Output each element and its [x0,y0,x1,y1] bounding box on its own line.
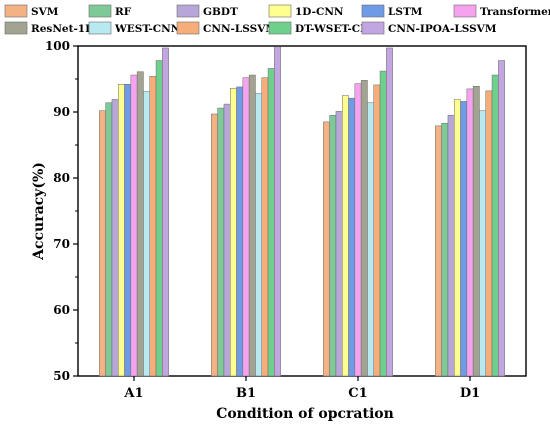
bar-svm-c1 [323,121,330,377]
bar-transformer-c1 [354,83,362,377]
bar-cnn-ipoa-lssvm-b1 [274,46,281,377]
y-tick-label: 50 [53,369,70,383]
bar-cnn-ipoa-lssvm-c1 [386,47,393,377]
bar-dt-wset-cnn-a1 [155,60,163,377]
bar-dt-wset-cnn-c1 [379,70,387,377]
x-tick-label: B1 [236,386,256,401]
bar-gbdt-d1 [447,115,455,377]
legend-swatch [176,21,200,35]
bar-lstm-a1 [124,84,132,377]
legend-label: DT-WSET-CNN [295,23,380,35]
legend-swatch [4,4,28,18]
y-tick-label: 70 [53,237,70,251]
bar-gbdt-c1 [335,111,343,377]
bar-1d-cnn-a1 [118,84,125,377]
bar-rf-b1 [217,107,225,377]
bar-gbdt-b1 [223,103,231,377]
bar-west-cnn-a1 [143,91,150,377]
bar-resnet-1d-b1 [248,74,256,377]
x-tick-label: D1 [460,386,480,401]
legend-swatch [88,4,112,18]
legend-swatch [453,4,477,18]
bar-gbdt-a1 [111,99,119,377]
bar-transformer-a1 [130,74,138,377]
bar-resnet-1d-d1 [472,86,480,377]
bar-cnn-lssvm-c1 [373,84,381,377]
legend-label: GBDT [203,6,238,18]
bar-1d-cnn-c1 [342,95,349,377]
bar-transformer-b1 [242,77,250,377]
legend-label: CNN-LSSVM [203,23,277,35]
legend-label: RF [115,6,132,18]
bar-cnn-lssvm-a1 [149,76,157,377]
legend-swatch [361,21,385,35]
bar-dt-wset-cnn-b1 [267,68,275,377]
bar-lstm-d1 [460,101,468,377]
bar-svm-d1 [435,125,442,377]
legend-swatch [4,21,28,35]
legend-label: WEST-CNN [114,23,181,35]
legend-label: CNN-IPOA-LSSVM [388,23,497,35]
x-tick-label: A1 [123,386,143,401]
legend-swatch [88,21,112,35]
legend: SVM RF GBDT 1D-CNN LSTM Transformer ResNet-1D W… [4,4,550,35]
bar-transformer-d1 [466,88,474,377]
legend-swatch [361,4,385,18]
bar-west-cnn-b1 [255,93,262,377]
legend-label: 1D-CNN [295,6,344,18]
bar-cnn-ipoa-lssvm-a1 [162,47,169,377]
bar-svm-b1 [211,113,218,377]
bar-svm-a1 [99,110,106,377]
legend-label: SVM [31,6,59,18]
bar-west-cnn-c1 [367,102,375,377]
bar-resnet-1d-c1 [360,80,368,377]
bar-west-cnn-d1 [479,110,487,377]
legend-swatch [268,21,292,35]
bar-lstm-c1 [348,97,356,377]
plot-area: 50 60 70 80 90 100 A1 B1 C1 D1 [45,39,527,401]
bar-cnn-ipoa-lssvm-d1 [498,60,505,377]
y-tick-label: 100 [45,39,70,53]
bar-cnn-lssvm-d1 [485,90,493,377]
y-tick-label: 80 [53,171,70,185]
bar-lstm-b1 [236,86,244,377]
bar-dt-wset-cnn-d1 [491,74,499,377]
legend-swatch [176,4,200,18]
bar-1d-cnn-b1 [230,87,237,377]
legend-label: ResNet-1D [31,23,94,35]
legend-label: Transformer [480,6,550,18]
x-axis-title: Condition of opcration [216,406,394,422]
bar-rf-a1 [105,102,113,377]
legend-swatch [268,4,292,18]
bar-1d-cnn-d1 [454,99,461,377]
legend-label: LSTM [388,6,423,18]
x-tick-label: C1 [348,386,367,401]
y-tick-label: 90 [53,105,70,119]
y-axis-title: Accuracy(%) [31,162,47,261]
bar-rf-d1 [441,122,449,377]
bar-resnet-1d-a1 [136,71,144,377]
bar-rf-c1 [329,115,337,377]
bar-cnn-lssvm-b1 [261,77,269,377]
y-tick-label: 60 [53,303,70,317]
